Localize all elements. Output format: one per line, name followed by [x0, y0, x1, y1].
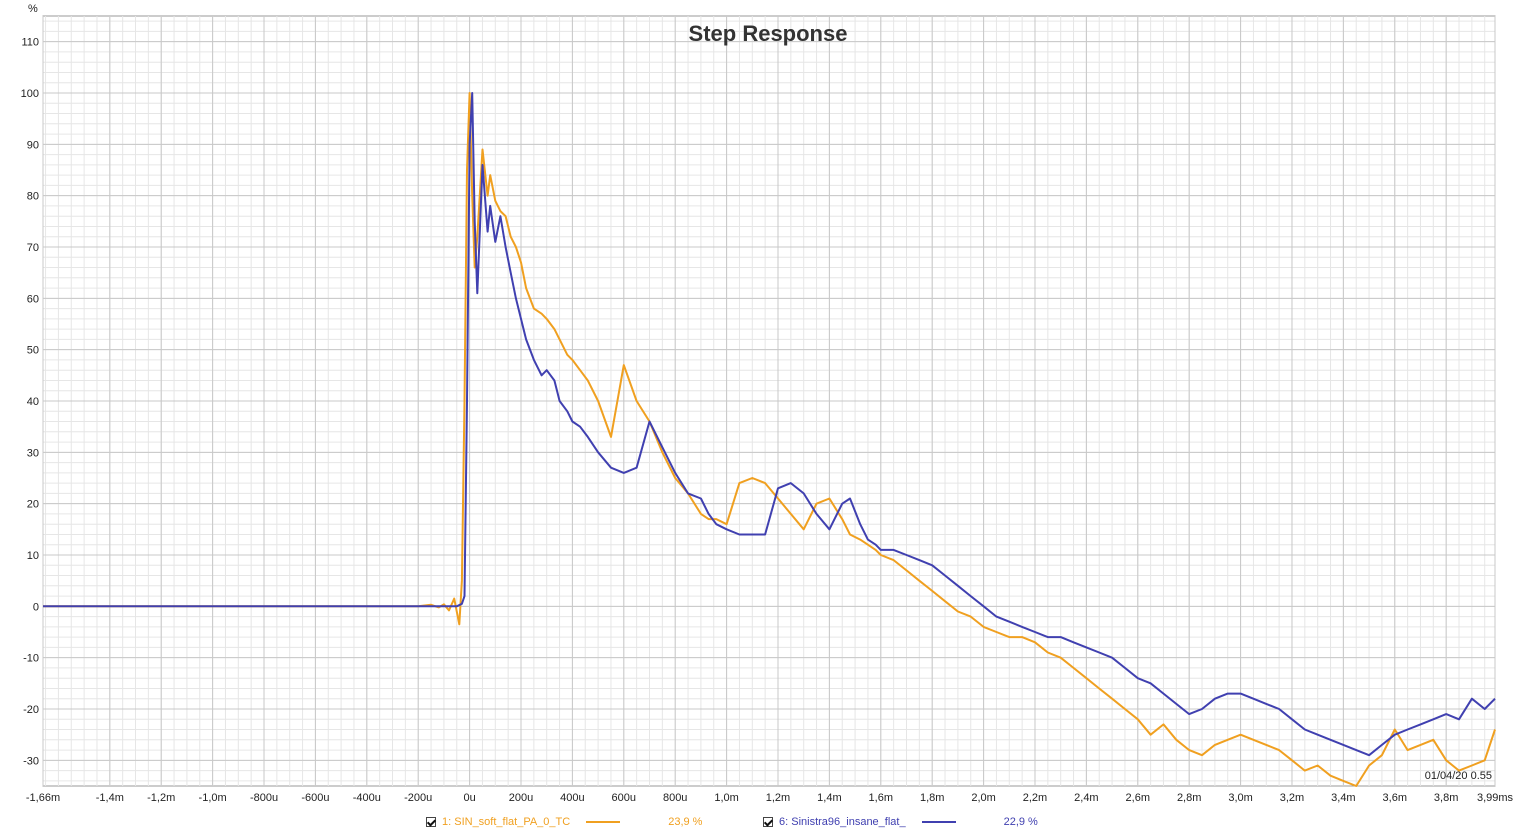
- series-1-swatch: [586, 821, 621, 823]
- x-tick-label: 1,2m: [766, 792, 790, 804]
- x-tick-label: -600u: [301, 792, 329, 804]
- x-tick-label: -1,2m: [147, 792, 175, 804]
- x-tick-label: 3,2m: [1280, 792, 1304, 804]
- x-tick-label: 3,8m: [1434, 792, 1458, 804]
- y-tick-label: 0: [33, 601, 39, 613]
- series-1-value: 23,9 %: [668, 816, 703, 828]
- y-tick-label: 60: [27, 293, 39, 305]
- series-2-line: [43, 92, 1496, 757]
- x-tick-label: -200u: [404, 792, 432, 804]
- legend-entry-2: 6: Sinistra96_insane_flat_ 22,9 %: [763, 812, 1038, 832]
- series-2-name: 6: Sinistra96_insane_flat_: [779, 816, 906, 828]
- chart-title: Step Response: [689, 21, 848, 46]
- timestamp-stamp: 01/04/20 0.55: [1425, 770, 1492, 782]
- x-tick-label: 2,4m: [1074, 792, 1098, 804]
- x-tick-label: 1,6m: [869, 792, 893, 804]
- x-tick-label: 600u: [612, 792, 636, 804]
- y-tick-label: 30: [27, 447, 39, 459]
- x-tick-label: 2,6m: [1126, 792, 1150, 804]
- legend-entry-1: 1: SIN_soft_flat_PA_0_TC 23,9 %: [426, 812, 702, 832]
- x-tick-label: 3,0m: [1228, 792, 1252, 804]
- y-tick-label: 80: [27, 191, 39, 203]
- x-tick-label: 3,99ms: [1477, 792, 1514, 804]
- series-1-name: 1: SIN_soft_flat_PA_0_TC: [442, 816, 571, 828]
- y-tick-label: 50: [27, 345, 39, 357]
- x-tick-label: -1,66m: [26, 792, 60, 804]
- y-tick-label: -30: [23, 755, 39, 767]
- x-tick-label: -400u: [353, 792, 381, 804]
- y-tick-label: -20: [23, 704, 39, 716]
- x-tick-label: 200u: [509, 792, 533, 804]
- x-tick-label: 2,2m: [1023, 792, 1047, 804]
- x-tick-label: 1,8m: [920, 792, 944, 804]
- x-tick-label: -1,0m: [199, 792, 227, 804]
- y-axis-unit-label: %: [28, 3, 38, 15]
- x-tick-label: 2,0m: [971, 792, 995, 804]
- x-tick-label: 800u: [663, 792, 687, 804]
- x-tick-label: 0u: [463, 792, 475, 804]
- x-tick-label: 1,0m: [714, 792, 738, 804]
- series-1-line: [43, 92, 1496, 787]
- y-tick-label: 10: [27, 550, 39, 562]
- y-tick-label: 20: [27, 499, 39, 511]
- x-tick-label: 1,4m: [817, 792, 841, 804]
- x-tick-label: 3,6m: [1383, 792, 1407, 804]
- series-2-checkbox[interactable]: [763, 817, 773, 827]
- y-tick-label: 40: [27, 396, 39, 408]
- y-tick-label: 100: [21, 88, 39, 100]
- y-tick-label: 70: [27, 242, 39, 254]
- grid-lines: [42, 16, 1496, 786]
- x-tick-label: -1,4m: [96, 792, 124, 804]
- x-tick-label: -800u: [250, 792, 278, 804]
- x-axis-ticks: -1,66m -1,4m -1,2m -1,0m -800u -600u -400u -200…: [26, 792, 1514, 804]
- y-tick-label: 90: [27, 139, 39, 151]
- series-1-checkbox[interactable]: [426, 817, 436, 827]
- y-tick-label: 110: [21, 37, 39, 49]
- series-2-value: 22,9 %: [1003, 816, 1038, 828]
- x-tick-label: 3,4m: [1331, 792, 1355, 804]
- y-tick-label: -10: [23, 653, 39, 665]
- x-tick-label: 400u: [560, 792, 584, 804]
- x-tick-label: 2,8m: [1177, 792, 1201, 804]
- series-lines: [43, 92, 1496, 787]
- series-2-swatch: [921, 821, 956, 823]
